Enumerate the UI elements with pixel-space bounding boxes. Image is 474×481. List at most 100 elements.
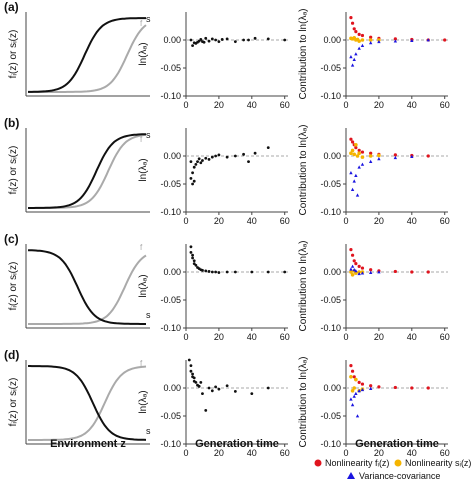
data-point (189, 38, 193, 42)
yellow-point (357, 151, 361, 155)
data-point (250, 392, 254, 395)
data-point (191, 253, 194, 257)
y-tick-label: -0.10 (320, 207, 341, 217)
red-point (349, 16, 353, 20)
blue-point (426, 38, 430, 42)
data-point (214, 154, 218, 158)
blue-point (355, 414, 360, 418)
data-point (207, 270, 211, 273)
red-point (357, 32, 361, 37)
yellow-point (349, 375, 353, 379)
x-tick-label: 20 (214, 332, 224, 342)
red-point (354, 30, 358, 34)
red-point (393, 153, 397, 157)
data-point (201, 268, 204, 272)
blue-point (354, 269, 358, 273)
x-tick-label: 40 (407, 332, 417, 342)
yellow-point (360, 155, 365, 159)
data-point (225, 155, 229, 159)
f-curve (28, 17, 146, 93)
curve-label-f: f (140, 359, 143, 368)
red-point (357, 264, 361, 268)
yellow-point (368, 38, 373, 42)
data-point (199, 161, 203, 165)
data-point (225, 270, 229, 274)
yellow-point (354, 377, 358, 382)
data-point (253, 151, 257, 155)
data-point (201, 159, 204, 162)
blue-point (377, 270, 381, 274)
x-tick-label: 0 (343, 100, 348, 110)
y-tick-label: 0.00 (163, 151, 181, 161)
blue-point (368, 41, 373, 45)
blue-point (350, 63, 355, 67)
legend-red-marker (314, 459, 322, 467)
col2-y-label: ln(λₐ) (138, 158, 149, 181)
red-point (350, 21, 355, 25)
y-tick-label: -0.10 (320, 91, 341, 101)
data-point (199, 381, 203, 384)
f-curve (28, 365, 147, 441)
x-tick-label: 40 (247, 448, 257, 458)
blue-point (354, 52, 358, 56)
s-curve (28, 254, 147, 325)
red-point (393, 385, 397, 390)
x-tick-label: 60 (440, 448, 450, 458)
x-tick-label: 20 (374, 448, 384, 458)
curve-label-s: s (146, 14, 151, 24)
s-curve (28, 365, 147, 441)
data-point (225, 37, 229, 41)
blue-point (352, 267, 356, 272)
red-point (352, 375, 356, 379)
data-point (194, 163, 198, 166)
legend-blue-label: Variance-covariance (359, 471, 440, 481)
col3-y-label: Contribution to ln(λₐ) (298, 125, 309, 216)
red-point (443, 38, 447, 42)
data-point (214, 385, 218, 389)
blue-point (360, 387, 365, 392)
data-point (266, 386, 270, 390)
data-point (247, 38, 250, 42)
curve-label-f: f (140, 135, 143, 144)
red-point (369, 268, 373, 272)
data-point (283, 38, 287, 42)
red-point (349, 137, 353, 141)
legend-yellow-label: Nonlinearity sᵢ(z) (405, 458, 471, 468)
blue-point (360, 271, 365, 275)
data-point (242, 38, 245, 42)
x-tick-label: 60 (440, 332, 450, 342)
yellow-point (354, 143, 358, 147)
x-tick-label: 0 (183, 332, 188, 342)
x-tick-label: 0 (183, 100, 188, 110)
data-point (194, 381, 198, 384)
x-tick-label: 40 (407, 216, 417, 226)
blue-point (410, 154, 414, 158)
y-tick-label: 0.00 (323, 35, 341, 45)
data-point (202, 40, 206, 44)
data-point (197, 157, 201, 161)
red-point (357, 380, 361, 384)
yellow-point (350, 148, 355, 153)
red-point (369, 35, 373, 39)
y-tick-label: -0.10 (160, 439, 181, 449)
red-point (350, 140, 355, 144)
data-point (191, 44, 194, 47)
red-point (357, 148, 361, 152)
yellow-point (357, 39, 361, 43)
data-point (283, 270, 287, 274)
x-tick-label: 20 (214, 100, 224, 110)
data-point (191, 372, 194, 376)
yellow-point (349, 270, 353, 274)
y-tick-label: -0.05 (320, 411, 341, 421)
y-tick-label: -0.05 (320, 179, 341, 189)
red-point (369, 151, 373, 155)
blue-point (377, 39, 381, 44)
legend-yellow-marker (394, 459, 402, 467)
y-tick-label: -0.05 (160, 179, 181, 189)
panel-label: (d) (4, 348, 19, 362)
yellow-point (355, 154, 360, 158)
blue-point (354, 391, 358, 395)
blue-point (349, 171, 353, 175)
x-tick-label: 20 (214, 448, 224, 458)
